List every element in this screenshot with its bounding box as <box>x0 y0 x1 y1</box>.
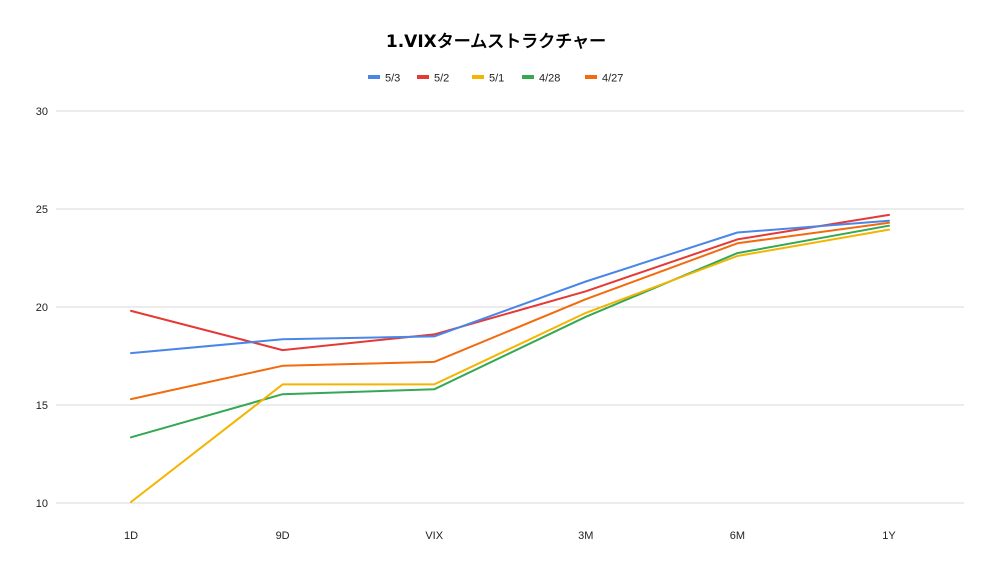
legend-label: 5/1 <box>489 73 504 85</box>
x-axis: 1D 9D VIX 3M 6M 1Y <box>124 530 896 542</box>
legend-swatch <box>522 75 534 79</box>
legend-label: 4/27 <box>602 73 623 85</box>
chart-title: 1.VIXタームストラクチャー <box>386 32 606 52</box>
x-tick-label: 3M <box>578 530 593 542</box>
y-tick-label: 25 <box>36 204 48 216</box>
x-tick-label: 1D <box>124 530 138 542</box>
series-line-1 <box>130 213 890 352</box>
y-tick-label: 10 <box>36 498 48 510</box>
y-tick-label: 30 <box>36 106 48 118</box>
x-tick-label: VIX <box>425 530 443 542</box>
legend-swatch <box>368 75 380 79</box>
legend-swatch <box>472 75 484 79</box>
legend-swatch <box>417 75 429 79</box>
legend-item[interactable]: 5/2 <box>417 73 449 85</box>
series-line-0 <box>130 219 890 355</box>
gridlines <box>56 110 964 504</box>
y-tick-label: 20 <box>36 302 48 314</box>
series-layer <box>130 213 890 503</box>
legend-label: 4/28 <box>539 73 560 85</box>
legend: 5/3 5/2 5/1 4/28 4/27 <box>368 73 623 85</box>
legend-swatch <box>585 75 597 79</box>
x-tick-label: 1Y <box>882 530 896 542</box>
legend-item[interactable]: 4/27 <box>585 73 623 85</box>
legend-item[interactable]: 5/3 <box>368 73 400 85</box>
x-tick-label: 6M <box>730 530 745 542</box>
series-line-2 <box>130 228 890 503</box>
y-axis: 10 15 20 25 30 <box>36 106 48 510</box>
legend-label: 5/2 <box>434 73 449 85</box>
legend-item[interactable]: 5/1 <box>472 73 504 85</box>
x-tick-label: 9D <box>276 530 290 542</box>
series-line-4 <box>130 221 890 401</box>
legend-item[interactable]: 4/28 <box>522 73 560 85</box>
y-tick-label: 15 <box>36 400 48 412</box>
series-line-3 <box>130 224 890 439</box>
legend-label: 5/3 <box>385 73 400 85</box>
